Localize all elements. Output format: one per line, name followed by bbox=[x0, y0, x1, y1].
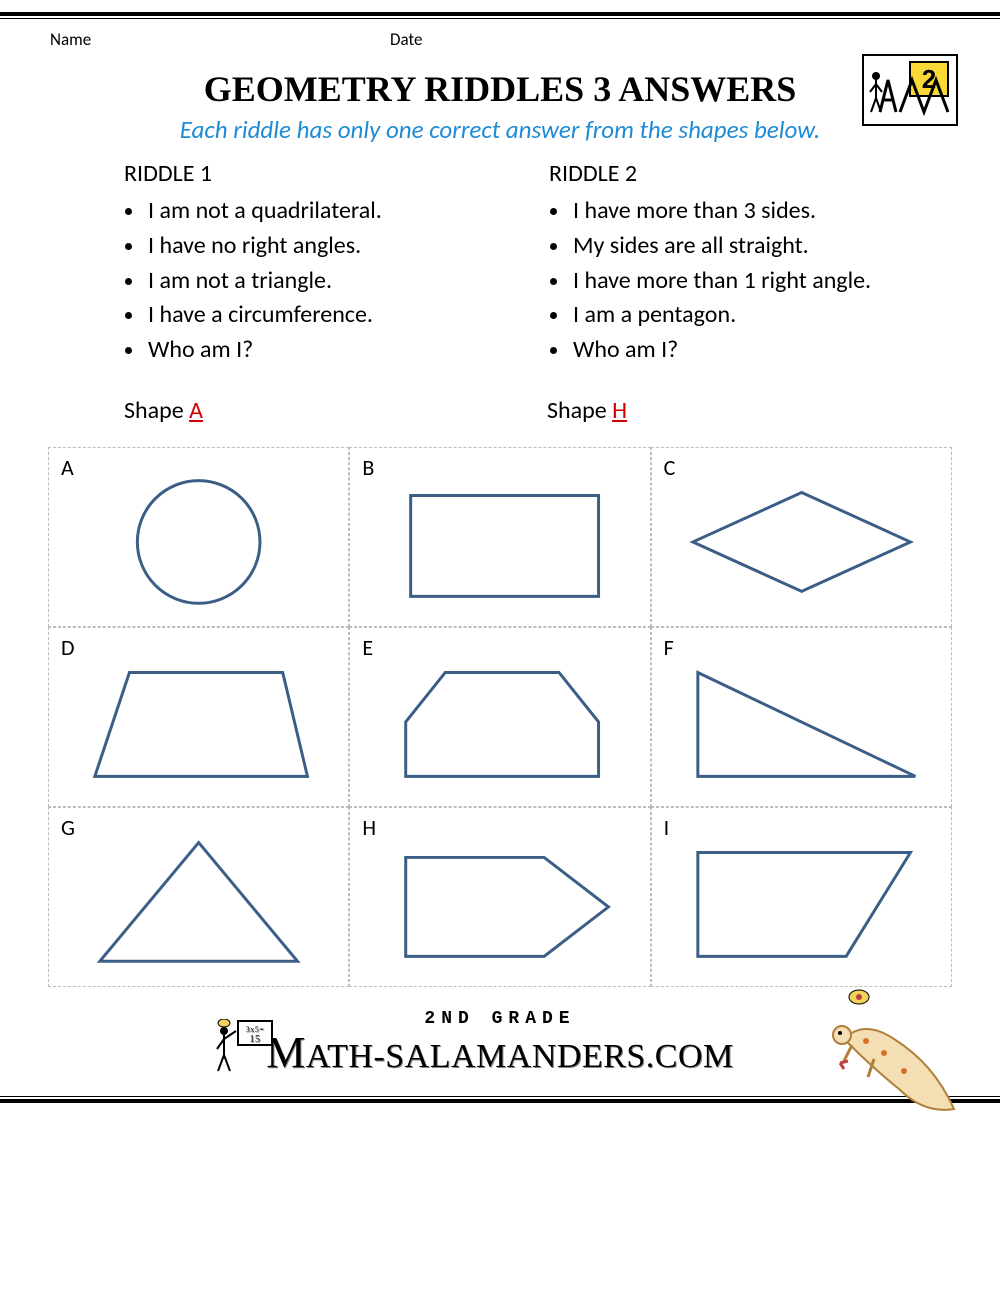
answer-1: Shape A bbox=[124, 396, 487, 425]
shapes-grid: ABC DEF GHI bbox=[48, 447, 952, 987]
footer: 2ND GRADE 3x5= 15 MATH-SALAMANDERS.COM bbox=[0, 1009, 1000, 1149]
header-row: Name Date bbox=[0, 29, 1000, 50]
name-label: Name bbox=[50, 29, 390, 50]
clue: I have a circumference. bbox=[146, 298, 485, 333]
answer-2-label: Shape bbox=[547, 396, 612, 425]
shape-cell-b: B bbox=[349, 447, 650, 627]
worksheet-page: Name Date 2 GEOMETRY RIDDLES 3 ANSWERS E… bbox=[0, 12, 1000, 1149]
riddle-2-clues: I have more than 3 sides. My sides are a… bbox=[545, 194, 910, 368]
top-rule-thin bbox=[0, 18, 1000, 19]
shape-cell-f: F bbox=[651, 627, 952, 807]
badge-icon: 2 bbox=[866, 58, 954, 122]
shape-e-svg bbox=[350, 628, 649, 806]
date-label: Date bbox=[390, 29, 950, 50]
answer-2: Shape H bbox=[547, 396, 910, 425]
clue: I have no right angles. bbox=[146, 229, 485, 264]
riddle-2-title: RIDDLE 2 bbox=[549, 159, 910, 188]
answers-row: Shape A Shape H bbox=[0, 368, 1000, 425]
shape-cell-i: I bbox=[651, 807, 952, 987]
clue: I have more than 3 sides. bbox=[571, 194, 910, 229]
riddle-2: RIDDLE 2 I have more than 3 sides. My si… bbox=[545, 159, 910, 368]
shape-cell-a: A bbox=[48, 447, 349, 627]
shape-cell-c: C bbox=[651, 447, 952, 627]
shape-g-svg bbox=[49, 808, 348, 986]
salamander-icon bbox=[804, 979, 964, 1129]
shape-cell-h: H bbox=[349, 807, 650, 987]
riddle-1: RIDDLE 1 I am not a quadrilateral. I hav… bbox=[120, 159, 485, 368]
svg-text:2: 2 bbox=[922, 64, 936, 94]
page-title: GEOMETRY RIDDLES 3 ANSWERS bbox=[0, 68, 1000, 110]
shape-a-svg bbox=[49, 448, 348, 626]
riddle-1-clues: I am not a quadrilateral. I have no righ… bbox=[120, 194, 485, 368]
shape-i-svg bbox=[652, 808, 951, 986]
shape-cell-d: D bbox=[48, 627, 349, 807]
shape-cell-e: E bbox=[349, 627, 650, 807]
answer-1-value: A bbox=[189, 396, 203, 425]
svg-text:15: 15 bbox=[250, 1034, 261, 1045]
clue: I am not a quadrilateral. bbox=[146, 194, 485, 229]
top-rule-thick bbox=[0, 12, 1000, 16]
clue: I am not a triangle. bbox=[146, 264, 485, 299]
riddles-container: RIDDLE 1 I am not a quadrilateral. I hav… bbox=[0, 159, 1000, 368]
shape-d-svg bbox=[49, 628, 348, 806]
answer-1-label: Shape bbox=[124, 396, 189, 425]
clue: My sides are all straight. bbox=[571, 229, 910, 264]
shape-h-svg bbox=[350, 808, 649, 986]
clue: I am a pentagon. bbox=[571, 298, 910, 333]
clue: I have more than 1 right angle. bbox=[571, 264, 910, 299]
shape-f-svg bbox=[652, 628, 951, 806]
footer-logo-icon: 3x5= 15 bbox=[214, 1019, 274, 1075]
clue: Who am I? bbox=[146, 333, 485, 368]
riddle-1-title: RIDDLE 1 bbox=[124, 159, 485, 188]
footer-site-rest: ATH-SALAMANDERS.COM bbox=[306, 1038, 734, 1075]
grade-badge: 2 bbox=[862, 54, 958, 126]
svg-text:3x5=: 3x5= bbox=[246, 1025, 265, 1034]
answer-2-value: H bbox=[612, 396, 627, 425]
shape-cell-g: G bbox=[48, 807, 349, 987]
shape-c-svg bbox=[652, 448, 951, 626]
clue: Who am I? bbox=[571, 333, 910, 368]
page-subtitle: Each riddle has only one correct answer … bbox=[0, 114, 1000, 145]
shape-b-svg bbox=[350, 448, 649, 626]
